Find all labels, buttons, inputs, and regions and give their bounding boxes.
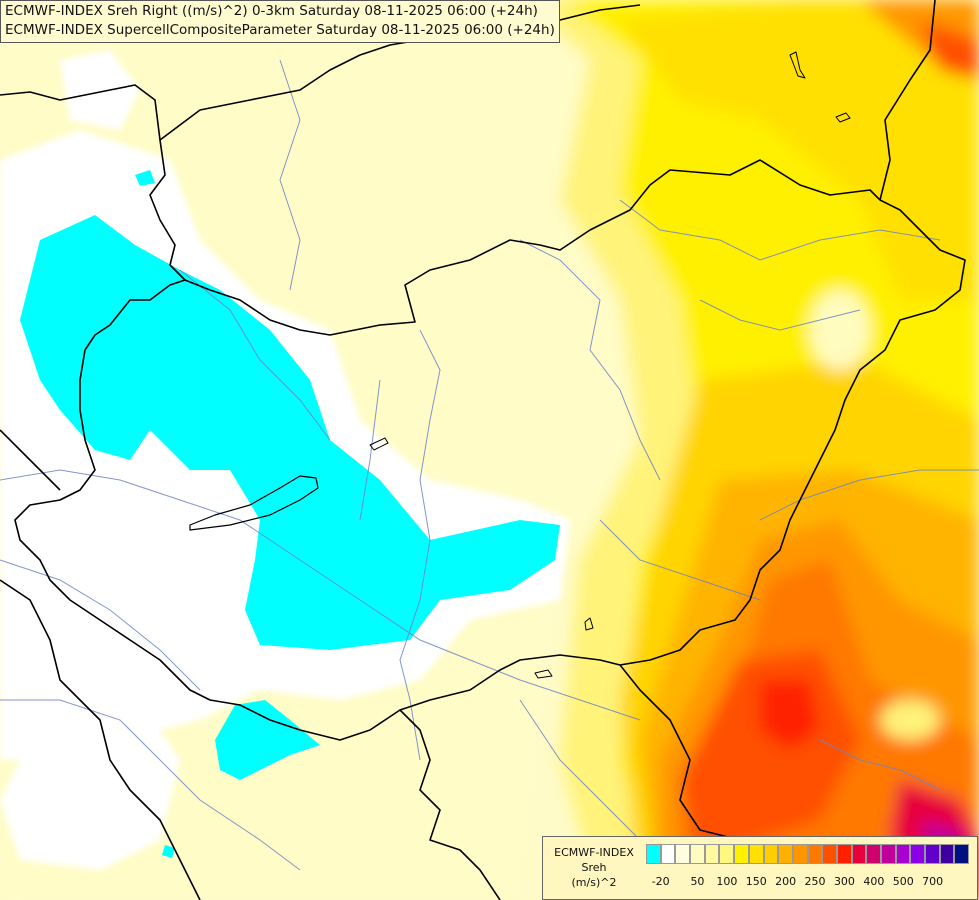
legend-tick-label: 150 <box>745 875 767 888</box>
legend-tick-label: 250 <box>804 875 826 888</box>
map-title-box: ECMWF-INDEX Sreh Right ((m/s)^2) 0-3km S… <box>0 0 560 43</box>
legend-swatch <box>866 844 881 864</box>
color-legend: ECMWF-INDEX Sreh (m/s)^2 -20 50 100 150 200 2… <box>542 836 978 900</box>
legend-tick-label: 400 <box>863 875 885 888</box>
legend-swatch <box>910 844 926 864</box>
map-title-line-2: ECMWF-INDEX SupercellCompositeParameter … <box>5 22 555 38</box>
legend-swatch <box>925 844 940 864</box>
legend-label: ECMWF-INDEX Sreh (m/s)^2 <box>547 845 641 890</box>
legend-swatch <box>895 844 911 864</box>
legend-swatch <box>660 844 676 864</box>
legend-swatch <box>690 844 705 864</box>
legend-swatch <box>646 844 661 864</box>
legend-label-line-2: Sreh <box>581 861 607 874</box>
legend-label-line-1: ECMWF-INDEX <box>554 846 634 859</box>
legend-swatch <box>763 844 779 864</box>
legend-swatch <box>778 844 793 864</box>
legend-swatch <box>675 844 691 864</box>
legend-swatch <box>719 844 735 864</box>
legend-swatch <box>704 844 720 864</box>
legend-label-line-3: (m/s)^2 <box>571 876 617 889</box>
legend-color-swatches <box>646 844 970 864</box>
legend-swatch <box>836 844 852 864</box>
legend-swatch <box>954 844 970 864</box>
legend-swatch <box>939 844 955 864</box>
legend-tick-label: 200 <box>775 875 797 888</box>
legend-swatch <box>881 844 896 864</box>
legend-tick-label: 50 <box>690 875 705 888</box>
legend-swatch <box>734 844 749 864</box>
legend-swatch <box>748 844 764 864</box>
legend-tick-label: -20 <box>651 875 670 888</box>
negative-sreh-areas <box>20 170 560 858</box>
legend-ticks: -20 50 100 150 200 250 300 400 500 700 <box>646 875 971 891</box>
legend-swatch <box>851 844 867 864</box>
legend-swatch <box>807 844 823 864</box>
legend-swatch <box>792 844 808 864</box>
legend-tick-label: 100 <box>716 875 738 888</box>
legend-swatch <box>822 844 837 864</box>
legend-tick-label: 500 <box>892 875 914 888</box>
legend-tick-label: 300 <box>833 875 855 888</box>
map-title-line-1: ECMWF-INDEX Sreh Right ((m/s)^2) 0-3km S… <box>5 3 538 19</box>
legend-tick-label: 700 <box>922 875 944 888</box>
